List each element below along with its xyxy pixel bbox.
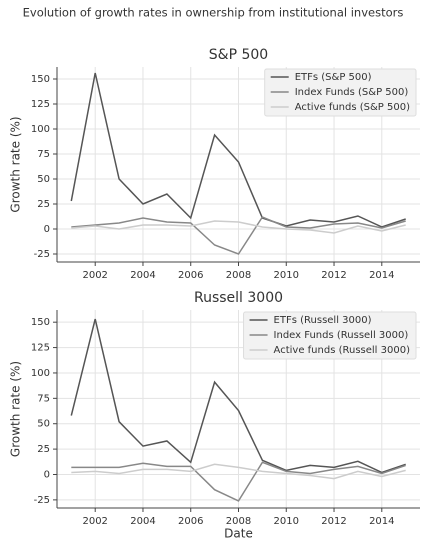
line-series (71, 463, 406, 480)
x-tick-label: 2002 (82, 516, 107, 527)
y-tick-label: 125 (31, 343, 50, 354)
y-tick-label: -25 (34, 495, 50, 506)
y-tick-label: 150 (31, 74, 50, 85)
x-tick-label: 2004 (130, 270, 155, 281)
x-tick-label: 2014 (369, 270, 394, 281)
legend-label: Index Funds (S&P 500) (295, 87, 409, 98)
y-tick-label: 25 (37, 444, 50, 455)
y-tick-label: 100 (31, 124, 50, 135)
line-series (71, 461, 406, 502)
y-tick-label: 75 (37, 393, 50, 404)
x-tick-label: 2012 (321, 516, 346, 527)
x-tick-label: 2002 (82, 270, 107, 281)
x-tick-label: 2012 (321, 270, 346, 281)
y-tick-label: 125 (31, 99, 50, 110)
x-tick-label: 2004 (130, 516, 155, 527)
x-tick-label: 2006 (178, 270, 203, 281)
legend-box (243, 311, 417, 360)
line-series (71, 220, 406, 234)
legend-box (264, 68, 417, 117)
chart-title: S&P 500 (209, 47, 268, 63)
chart-title: Russell 3000 (194, 290, 283, 306)
legend-label: Index Funds (Russell 3000) (274, 330, 409, 341)
legend-label: Active funds (S&P 500) (295, 102, 410, 113)
y-tick-label: 0 (44, 224, 50, 235)
y-tick-label: 25 (37, 199, 50, 210)
y-tick-label: 50 (37, 174, 50, 185)
y-tick-label: 0 (44, 469, 50, 480)
y-tick-label: 75 (37, 149, 50, 160)
legend-label: Active funds (Russell 3000) (274, 345, 411, 356)
y-tick-label: 100 (31, 368, 50, 379)
y-tick-label: 150 (31, 317, 50, 328)
legend: ETFs (S&P 500) Index Funds (S&P 500) Activ… (264, 68, 417, 117)
y-tick-label: -25 (34, 249, 50, 260)
y-axis-label: Growth rate (%) (9, 361, 23, 457)
line-series (70, 318, 406, 474)
x-tick-label: 2006 (178, 516, 203, 527)
x-tick-label: 2008 (226, 270, 251, 281)
figure-title: Evolution of growth rates in ownership f… (23, 6, 404, 20)
y-tick-label: 50 (37, 419, 50, 430)
line-series (71, 216, 406, 255)
y-axis-label: Growth rate (%) (9, 116, 23, 212)
x-tick-label: 2010 (274, 270, 299, 281)
x-tick-label: 2010 (274, 516, 299, 527)
x-tick-label: 2008 (226, 516, 251, 527)
legend-label: ETFs (Russell 3000) (274, 315, 372, 326)
legend: ETFs (Russell 3000) Index Funds (Russell … (243, 311, 417, 360)
legend-label: ETFs (S&P 500) (295, 72, 372, 83)
line-series (70, 72, 406, 228)
x-axis-label: Date (224, 527, 253, 539)
x-tick-label: 2014 (369, 516, 394, 527)
